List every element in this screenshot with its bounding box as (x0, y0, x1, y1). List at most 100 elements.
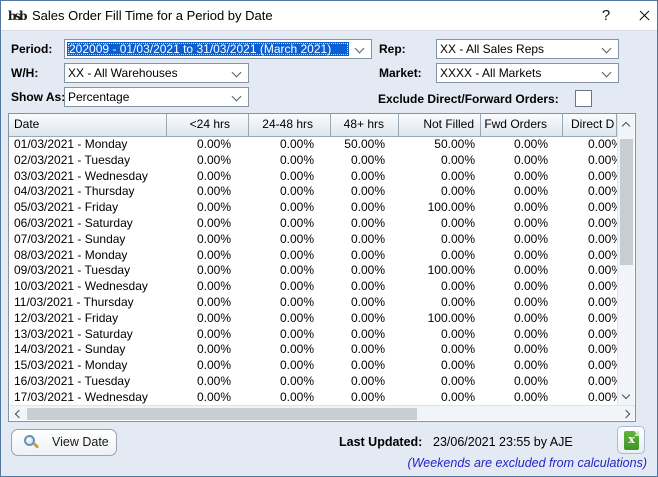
value-cell: 0.00% (279, 294, 314, 309)
value-cell: 0.00% (196, 294, 231, 309)
value-cell: 0.00% (350, 215, 385, 230)
vertical-scrollbar-thumb[interactable] (620, 139, 633, 265)
value-cell: 0.00% (279, 279, 314, 294)
table-row[interactable]: 16/03/2021 - Tuesday 0.00% 0.00% 0.00% 0.00%… (9, 374, 617, 390)
value-cell: 0.00% (279, 263, 314, 278)
period-selected-value: 202009 - 01/03/2021 to 31/03/2021 (March… (67, 42, 349, 56)
date-cell: 07/03/2021 - Sunday (14, 231, 126, 246)
value-cell: 100.00% (427, 200, 475, 215)
scroll-down-icon[interactable] (621, 390, 631, 400)
table-header-row: Date <24 hrs 24-48 hrs 48+ hrs Not Filled Fwd… (9, 114, 617, 137)
table-row[interactable]: 01/03/2021 - Monday 0.00% 0.00% 50.00% 50.00… (9, 137, 617, 153)
date-cell: 10/03/2021 - Wednesday (14, 279, 148, 294)
warehouse-label: W/H: (11, 66, 39, 80)
vertical-scrollbar[interactable] (617, 115, 634, 406)
value-cell: 0.00% (587, 279, 617, 294)
column-header-3[interactable]: 48+ hrs (331, 114, 399, 136)
table-row[interactable]: 15/03/2021 - Monday 0.00% 0.00% 0.00% 0.00% 0… (9, 358, 617, 374)
table-row[interactable]: 13/03/2021 - Saturday 0.00% 0.00% 0.00% 0.00… (9, 327, 617, 343)
value-cell: 0.00% (279, 200, 314, 215)
value-cell: 0.00% (350, 263, 385, 278)
value-cell: 0.00% (350, 200, 385, 215)
value-cell: 0.00% (587, 326, 617, 341)
table-row[interactable]: 12/03/2021 - Friday 0.00% 0.00% 0.00% 100.00… (9, 311, 617, 327)
value-cell: 0.00% (279, 168, 314, 183)
date-cell: 09/03/2021 - Tuesday (14, 263, 131, 278)
table-row[interactable]: 14/03/2021 - Sunday 0.00% 0.00% 0.00% 0.00% 0… (9, 342, 617, 358)
scroll-up-icon[interactable] (621, 121, 631, 131)
period-select[interactable]: 202009 - 01/03/2021 to 31/03/2021 (March… (64, 39, 372, 59)
value-cell: 0.00% (196, 358, 231, 373)
column-header-2[interactable]: 24-48 hrs (249, 114, 331, 136)
chevron-down-icon (231, 91, 242, 102)
value-cell: 0.00% (196, 326, 231, 341)
last-updated-label: Last Updated: (339, 435, 423, 449)
rep-label: Rep: (379, 42, 406, 56)
table-row[interactable]: 02/03/2021 - Tuesday 0.00% 0.00% 0.00% 0.00%… (9, 153, 617, 169)
value-cell: 100.00% (427, 263, 475, 278)
help-button[interactable]: ? (601, 7, 611, 24)
date-cell: 05/03/2021 - Friday (14, 200, 119, 215)
value-cell: 0.00% (279, 326, 314, 341)
value-cell: 0.00% (440, 231, 475, 246)
column-header-0[interactable]: Date (9, 114, 167, 136)
table-row[interactable]: 17/03/2021 - Wednesday 0.00% 0.00% 0.00% 0.0… (9, 390, 617, 406)
date-cell: 14/03/2021 - Sunday (14, 342, 126, 357)
rep-select[interactable]: XX - All Sales Reps (436, 39, 619, 59)
value-cell: 0.00% (587, 152, 617, 167)
value-cell: 0.00% (587, 137, 617, 151)
market-selected-value: XXXX - All Markets (440, 66, 542, 80)
table-row[interactable]: 04/03/2021 - Thursday 0.00% 0.00% 0.00% 0.00… (9, 184, 617, 200)
market-select[interactable]: XXXX - All Markets (436, 63, 619, 83)
table-row[interactable]: 05/03/2021 - Friday 0.00% 0.00% 0.00% 100.00… (9, 200, 617, 216)
view-date-button[interactable]: View Date (11, 429, 117, 456)
show-as-select[interactable]: Percentage (64, 87, 249, 107)
column-header-6[interactable]: Direct D (563, 114, 617, 136)
value-cell: 0.00% (196, 200, 231, 215)
table-row[interactable]: 06/03/2021 - Saturday 0.00% 0.00% 0.00% 0.00… (9, 216, 617, 232)
date-cell: 15/03/2021 - Monday (14, 358, 128, 373)
value-cell: 0.00% (587, 263, 617, 278)
warehouse-select[interactable]: XX - All Warehouses (64, 63, 249, 83)
table-row[interactable]: 08/03/2021 - Monday 0.00% 0.00% 0.00% 0.00% 0… (9, 248, 617, 264)
excel-icon: x (624, 431, 639, 450)
date-cell: 06/03/2021 - Saturday (14, 215, 133, 230)
scroll-right-icon[interactable] (621, 409, 631, 418)
value-cell: 0.00% (279, 184, 314, 199)
scroll-left-icon[interactable] (14, 409, 24, 418)
value-cell: 0.00% (350, 184, 385, 199)
value-cell: 0.00% (513, 342, 548, 357)
table-row[interactable]: 03/03/2021 - Wednesday 0.00% 0.00% 0.00% 0.0… (9, 169, 617, 185)
exclude-orders-checkbox[interactable] (575, 90, 592, 107)
value-cell: 0.00% (196, 168, 231, 183)
value-cell: 0.00% (350, 326, 385, 341)
column-header-1[interactable]: <24 hrs (167, 114, 249, 136)
table-row[interactable]: 07/03/2021 - Sunday 0.00% 0.00% 0.00% 0.00% 0… (9, 232, 617, 248)
value-cell: 0.00% (440, 373, 475, 388)
value-cell: 0.00% (350, 152, 385, 167)
excel-export-button[interactable]: x (617, 426, 645, 454)
table-row[interactable]: 11/03/2021 - Thursday 0.00% 0.00% 0.00% 0.00… (9, 295, 617, 311)
close-button[interactable] (629, 1, 657, 31)
value-cell: 0.00% (513, 294, 548, 309)
date-cell: 13/03/2021 - Saturday (14, 326, 133, 341)
value-cell: 0.00% (440, 279, 475, 294)
value-cell: 0.00% (279, 247, 314, 262)
value-cell: 0.00% (587, 168, 617, 183)
table-row[interactable]: 09/03/2021 - Tuesday 0.00% 0.00% 0.00% 100.0… (9, 263, 617, 279)
chevron-down-icon (354, 43, 365, 54)
column-header-5[interactable]: Fwd Orders (481, 114, 563, 136)
column-header-4[interactable]: Not Filled (399, 114, 481, 136)
value-cell: 0.00% (350, 373, 385, 388)
show-as-label: Show As: (11, 90, 66, 104)
horizontal-scrollbar[interactable] (10, 405, 635, 420)
value-cell: 0.00% (279, 152, 314, 167)
value-cell: 0.00% (513, 279, 548, 294)
value-cell: 0.00% (279, 358, 314, 373)
exclude-orders-label: Exclude Direct/Forward Orders: (378, 92, 559, 106)
horizontal-scrollbar-thumb[interactable] (27, 407, 417, 420)
date-cell: 17/03/2021 - Wednesday (14, 389, 148, 404)
table-body: 01/03/2021 - Monday 0.00% 0.00% 50.00% 50.00… (9, 137, 617, 406)
table-row[interactable]: 10/03/2021 - Wednesday 0.00% 0.00% 0.00% 0.0… (9, 279, 617, 295)
value-cell: 0.00% (350, 310, 385, 325)
